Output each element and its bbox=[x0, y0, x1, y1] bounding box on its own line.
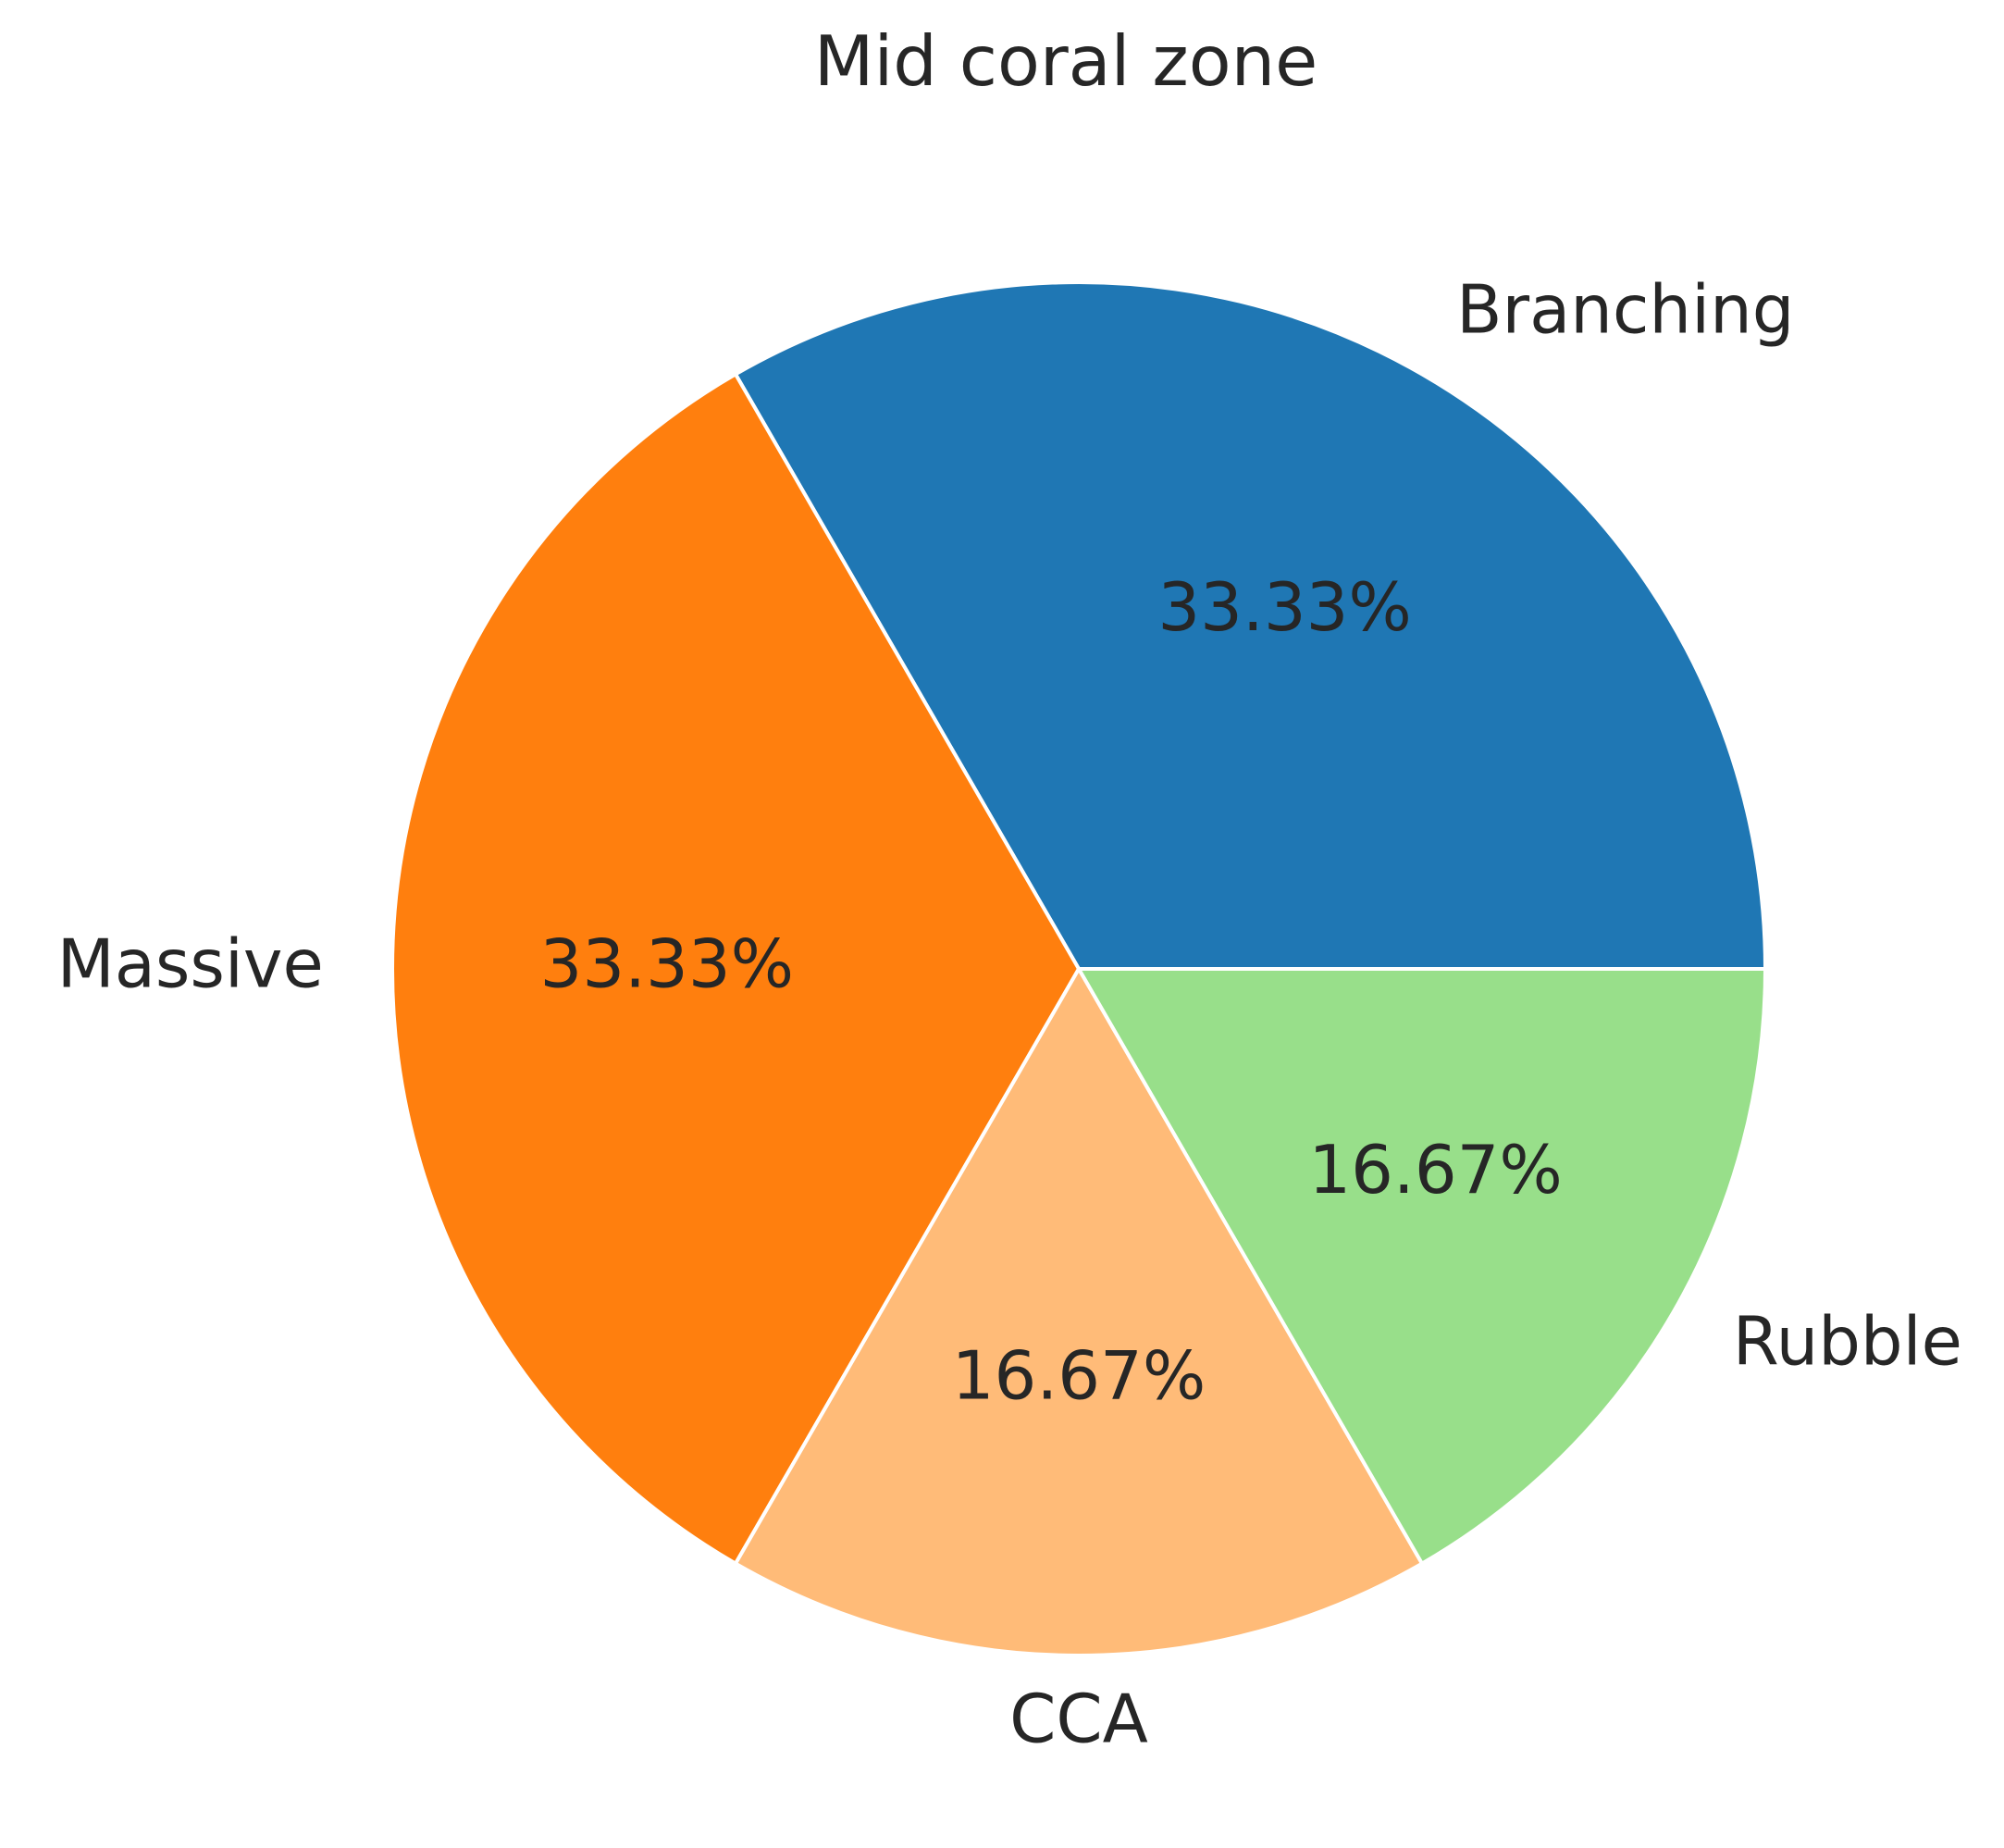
pie-slice-rubble bbox=[1077, 967, 1767, 1566]
percent-label-massive: 33.33% bbox=[540, 925, 795, 1003]
percent-label-cca: 16.67% bbox=[952, 1337, 1206, 1415]
slice-label-rubble: Rubble bbox=[1733, 1303, 1962, 1381]
slice-label-branching: Branching bbox=[1456, 271, 1794, 349]
percent-label-rubble: 16.67% bbox=[1308, 1131, 1563, 1209]
pie-slices bbox=[390, 280, 1767, 1657]
pie-slice-cca bbox=[734, 967, 1424, 1657]
pie-slice-branching bbox=[734, 280, 1767, 971]
percent-label-branching: 33.33% bbox=[1157, 568, 1412, 646]
slice-label-massive: Massive bbox=[57, 925, 324, 1003]
pie-labels: Branching 33.33% Massive 33.33% CCA 16.67% Rub… bbox=[57, 271, 1962, 1758]
chart-title: Mid coral zone bbox=[814, 20, 1318, 102]
pie-slice-massive bbox=[390, 372, 1081, 1566]
slice-label-cca: CCA bbox=[1009, 1681, 1148, 1758]
